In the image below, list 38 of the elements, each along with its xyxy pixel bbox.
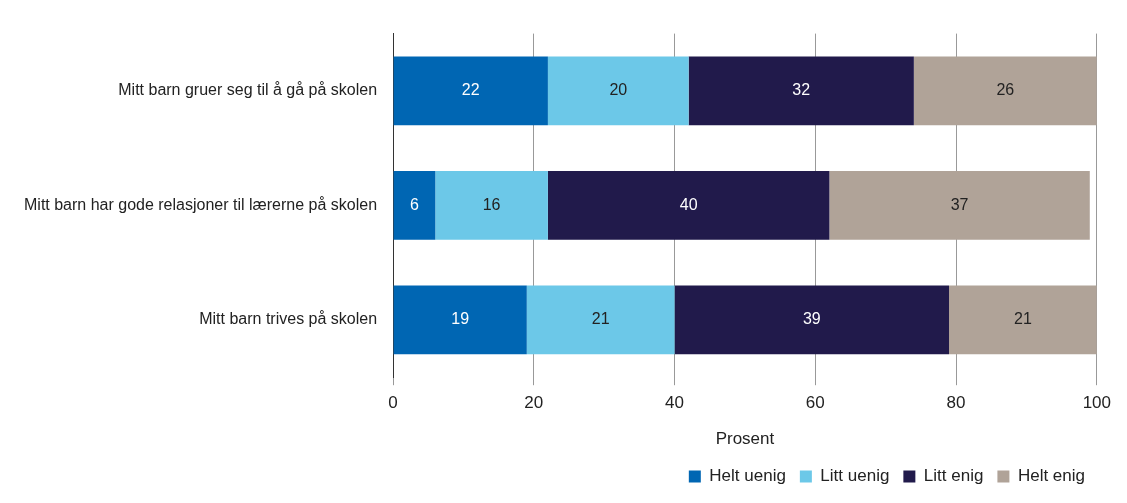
y-tick-label: Mitt barn trives på skolen	[199, 310, 378, 328]
data-label: 6	[409, 195, 419, 213]
data-label: 16	[482, 195, 501, 213]
bar	[526, 285, 675, 355]
legend-label: Helt uenig	[709, 466, 786, 486]
bar	[547, 56, 689, 126]
legend-label: Litt uenig	[820, 466, 890, 486]
y-tick-label: Mitt barn gruer seg til å gå på skolen	[118, 81, 378, 99]
data-label: 37	[950, 195, 969, 213]
data-label: 21	[591, 310, 610, 328]
bar	[674, 285, 950, 355]
bar	[435, 171, 548, 240]
data-label: 26	[996, 81, 1015, 99]
bar	[829, 171, 1090, 240]
data-label: 21	[1014, 310, 1032, 328]
data-label: 19	[451, 310, 470, 328]
x-tick-label: 60	[805, 393, 825, 413]
data-label: 32	[792, 81, 811, 99]
data-label: 40	[679, 195, 698, 213]
data-label: 22	[461, 81, 480, 99]
legend-label: Helt enig	[1017, 466, 1086, 486]
x-axis-title: Prosent	[715, 429, 775, 449]
legend-label: Litt enig	[923, 466, 984, 486]
x-tick-label: 20	[524, 393, 544, 413]
bar	[547, 171, 830, 240]
x-tick-label: 80	[946, 393, 966, 413]
bar	[688, 56, 914, 126]
x-tick-label: 0	[388, 393, 398, 413]
data-label: 39	[802, 310, 821, 328]
bar	[393, 56, 548, 126]
x-tick-label: 40	[665, 393, 685, 413]
x-tick-label: 100	[1082, 393, 1112, 413]
data-label: 20	[609, 81, 628, 99]
bar	[913, 56, 1097, 126]
bar	[949, 285, 1097, 355]
y-tick-label: Mitt barn har gode relasjoner til lærerne på skolen	[23, 195, 378, 213]
bar	[393, 285, 527, 355]
bar	[393, 171, 436, 240]
